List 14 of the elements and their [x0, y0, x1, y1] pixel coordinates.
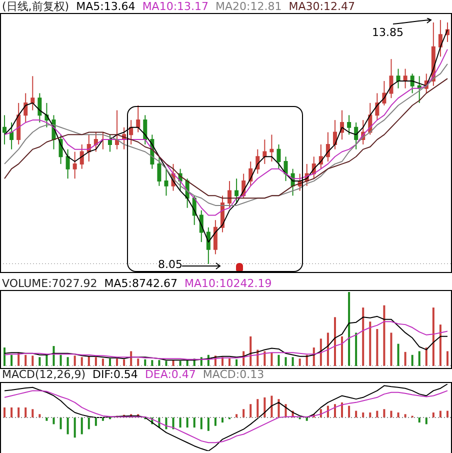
- text: MA5:8742.67: [104, 277, 178, 290]
- text: MA30:12.47: [288, 0, 355, 13]
- text: MA10:13.17: [142, 0, 209, 13]
- text: DEA:0.47: [144, 368, 196, 381]
- text: MA10:10242.19: [184, 277, 272, 290]
- annotation: 8.05: [158, 258, 182, 271]
- chart-title: MACD(12,26,9): [2, 368, 86, 381]
- annotation: 13.85: [372, 26, 404, 39]
- text: MACD:0.13: [202, 368, 264, 381]
- text: MA5:13.64: [76, 0, 136, 13]
- chart-title: VOLUME:7027.92: [2, 277, 98, 290]
- text: MA20:12.81: [216, 0, 282, 13]
- text: DIF:0.54: [92, 368, 138, 381]
- chart-title: (日线,前复权): [2, 0, 70, 13]
